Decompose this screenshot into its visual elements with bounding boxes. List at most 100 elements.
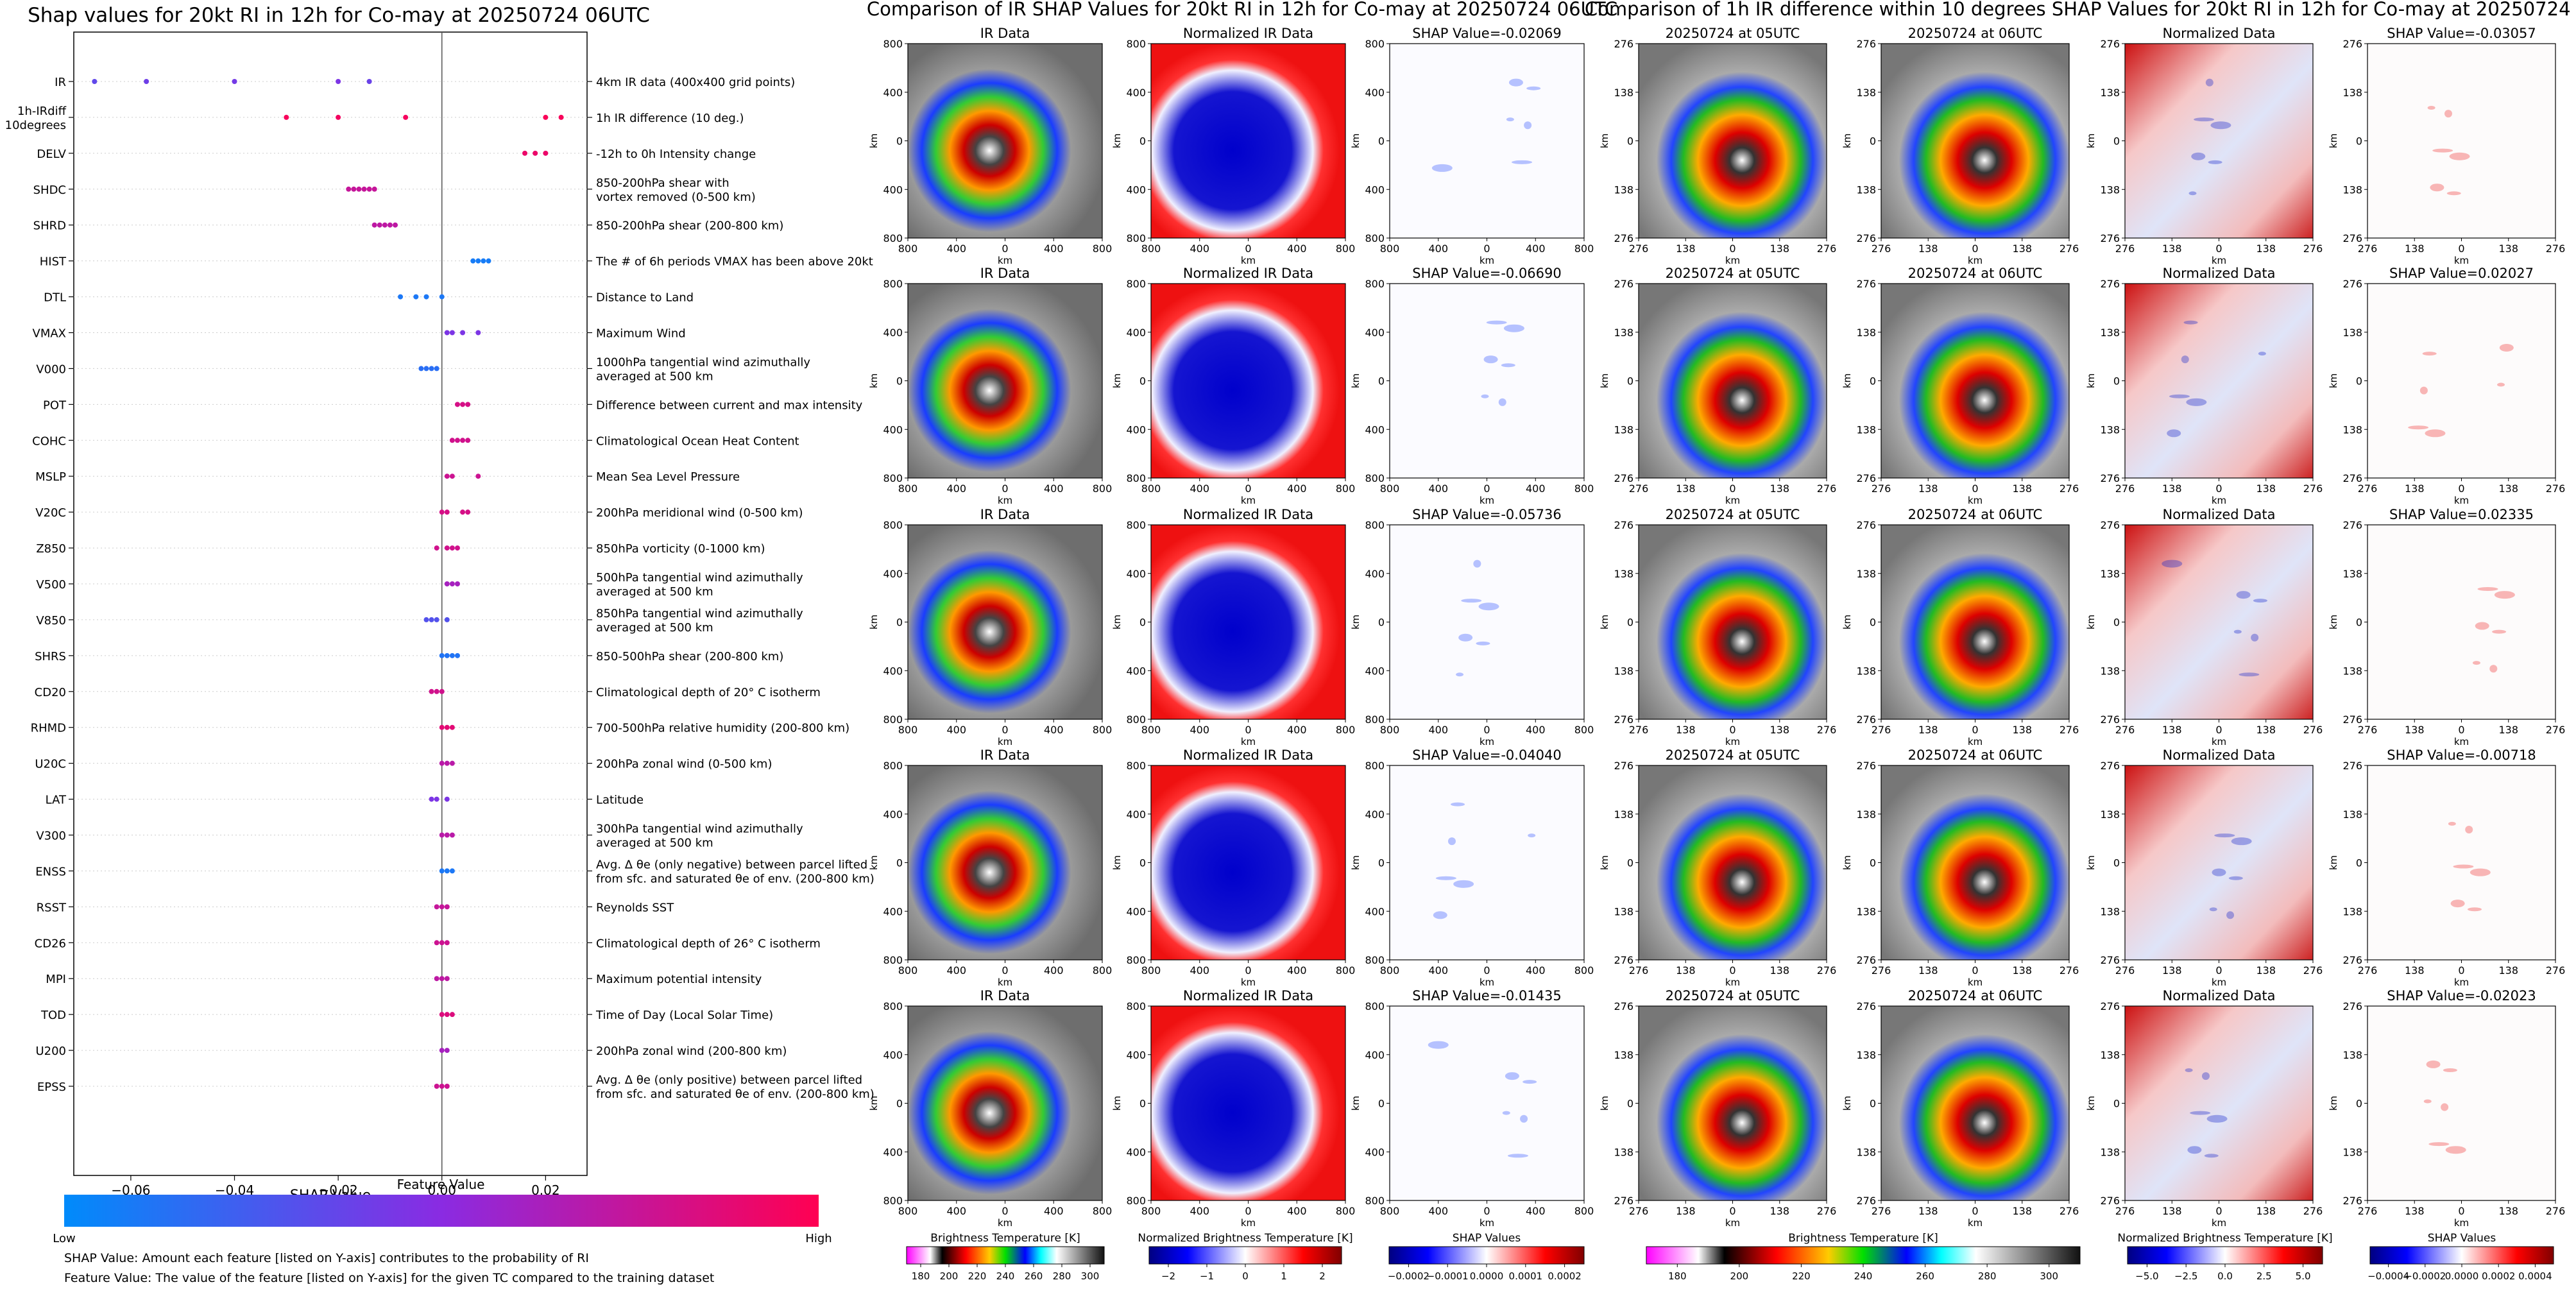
y-axis-label: km: [1841, 133, 1853, 148]
panel-image: [1881, 765, 2069, 960]
shap-point: [444, 474, 450, 479]
x-axis-label: km: [1480, 1217, 1494, 1229]
y-tick-label: 800: [1365, 519, 1385, 531]
x-tick-label: 800: [1380, 482, 1400, 495]
x-tick-label: 800: [1380, 724, 1400, 736]
y-tick-label: 0: [1870, 857, 1876, 869]
x-tick-label: 0: [1245, 964, 1251, 977]
shap-blob: [2494, 591, 2515, 599]
y-tick-label: ENSS: [35, 865, 66, 878]
x-tick-label: 276: [2303, 724, 2323, 736]
y-tick-label: 138: [2342, 905, 2362, 918]
shap-point: [449, 438, 455, 443]
feature-description: The # of 6h periods VMAX has been above …: [595, 255, 873, 269]
x-tick-label: 0: [1483, 243, 1490, 255]
y-tick-label: 138: [1856, 1146, 1876, 1158]
shap-point: [439, 940, 445, 946]
y-tick-label: 276: [2100, 1000, 2120, 1012]
x-tick-label: 138: [2256, 1205, 2276, 1217]
x-tick-label: 0: [1729, 964, 1736, 977]
y-tick-label: 0: [1139, 1098, 1146, 1110]
y-tick-label: RSST: [37, 901, 67, 914]
shap-point: [449, 330, 455, 336]
x-tick-label: 276: [2546, 482, 2566, 495]
shap-blob: [2253, 599, 2267, 603]
shap-blob: [2190, 1111, 2211, 1115]
y-tick-label: 138: [2100, 1049, 2120, 1061]
y-tick-label: 138: [1856, 808, 1876, 821]
y-tick-label: 138: [2342, 568, 2362, 580]
shap-blob: [1451, 802, 1465, 807]
y-tick-label: 400: [883, 665, 903, 677]
y-tick-label: 138: [1614, 1146, 1633, 1158]
y-axis-label: km: [1599, 373, 1610, 388]
y-tick-label: 400: [1365, 87, 1385, 99]
shap-blob: [1476, 641, 1490, 645]
y-tick-label: 400: [883, 1146, 903, 1158]
y-tick-label: 138: [2100, 665, 2120, 677]
y-tick-label: 800: [1126, 472, 1146, 484]
y-tick-label: 800: [883, 472, 903, 484]
shap-point: [366, 186, 372, 192]
shap-blob: [1483, 355, 1498, 364]
panel-title: 20250724 at 05UTC: [1666, 266, 1800, 281]
feature-description: Reynolds SST: [596, 901, 674, 914]
colorbar-tick-label: −0.0002: [1388, 1270, 1429, 1282]
colorbar-tick-label: 0: [1242, 1270, 1249, 1282]
x-tick-label: 0: [1729, 724, 1736, 736]
y-tick-label: 138: [2342, 808, 2362, 821]
x-axis-label: km: [1968, 977, 1983, 988]
x-tick-label: 800: [1336, 1205, 1356, 1217]
shap-point: [454, 545, 460, 551]
shap-point: [232, 79, 237, 84]
x-tick-label: 276: [2115, 964, 2135, 977]
shap-blob: [2210, 121, 2231, 130]
shap-point: [444, 1048, 450, 1054]
colorbar: [1388, 1246, 1585, 1265]
x-tick-label: 400: [1287, 243, 1307, 255]
y-tick-label: 0: [2356, 857, 2362, 869]
x-axis-label: km: [2212, 495, 2226, 506]
feature-description: 850-200hPa shear with: [596, 176, 729, 190]
y-tick-label: 800: [1126, 760, 1146, 772]
shap-point: [434, 688, 439, 694]
y-axis-label: km: [1350, 855, 1361, 870]
x-tick-label: 276: [1817, 243, 1837, 255]
panel-image: [908, 284, 1102, 478]
x-tick-label: 0: [1972, 482, 1978, 495]
shap-blob: [2492, 629, 2507, 634]
shap-point: [475, 330, 481, 336]
colorbar-tick-label: 0.0000: [2445, 1270, 2479, 1282]
x-tick-label: 276: [1629, 724, 1649, 736]
y-tick-label: 276: [2342, 38, 2362, 50]
y-tick-label: 138: [2342, 1146, 2362, 1158]
y-axis-label: km: [2085, 855, 2097, 870]
panel-title: 20250724 at 06UTC: [1908, 266, 2043, 281]
x-tick-label: 138: [1676, 964, 1696, 977]
colorbar-tick-label: 0.0004: [2518, 1270, 2552, 1282]
shap-blob: [1431, 164, 1453, 172]
y-tick-label: 800: [1365, 1000, 1385, 1012]
panel-image: [1639, 1006, 1827, 1200]
y-tick-label: 138: [2342, 1049, 2362, 1061]
x-tick-label: 0: [1483, 1205, 1490, 1217]
x-tick-label: 276: [2115, 482, 2135, 495]
shap-point: [423, 366, 429, 371]
x-axis-label: km: [1725, 495, 1740, 506]
x-tick-label: 0: [1002, 724, 1008, 736]
x-tick-label: 800: [1336, 724, 1356, 736]
panel-title: SHAP Value=-0.06690: [1412, 266, 1562, 281]
x-tick-label: 400: [1287, 482, 1307, 495]
panel-title: SHAP Value=-0.02023: [2387, 988, 2536, 1003]
shap-point: [429, 366, 434, 371]
y-tick-label: LAT: [46, 794, 67, 807]
y-tick-label: 276: [2342, 1000, 2362, 1012]
shap-blob: [2441, 1103, 2449, 1111]
y-tick-label: 400: [883, 327, 903, 339]
x-tick-label: 276: [2060, 243, 2079, 255]
shap-point: [444, 796, 450, 802]
plot-frame: [73, 31, 588, 1176]
shap-blob: [2475, 622, 2489, 630]
y-tick-label: 276: [1614, 713, 1633, 726]
shap-point: [434, 796, 439, 802]
